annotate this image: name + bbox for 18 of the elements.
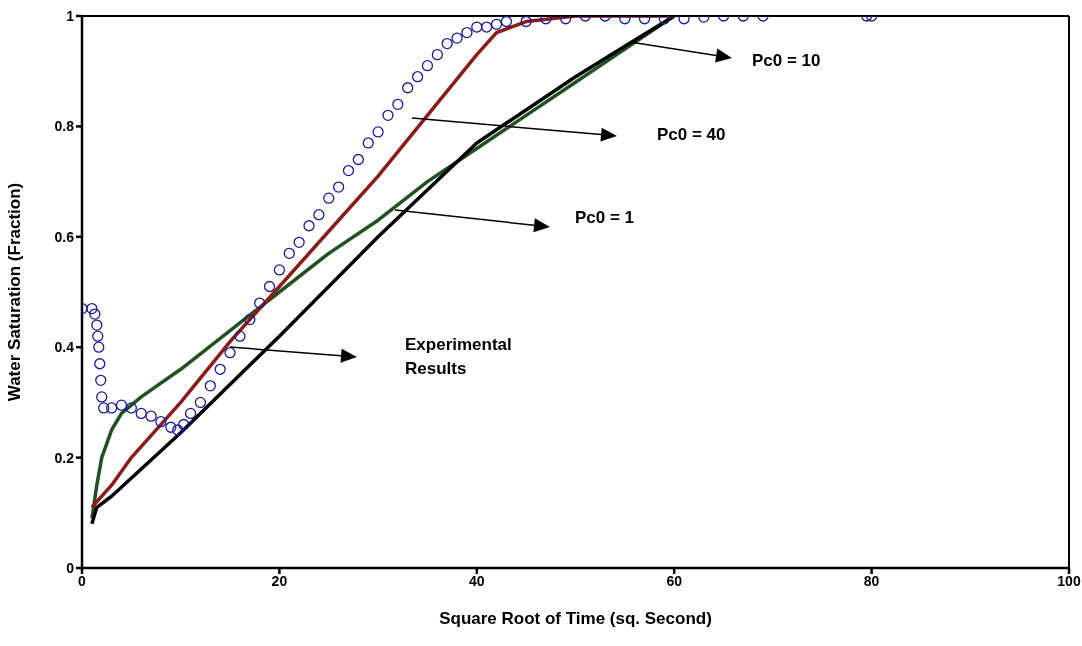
y-tick-label: 0.6: [54, 228, 75, 245]
x-axis-title: Square Root of Time (sq. Second): [439, 609, 712, 628]
annotation: Experimental Results: [405, 335, 512, 378]
annotation: Pc0 = 1: [575, 208, 635, 227]
y-axis-title: Water Saturation (Fraction): [5, 182, 25, 402]
y-tick-label: 0.8: [54, 118, 75, 135]
x-tick-label: 80: [863, 572, 880, 589]
y-tick-label: 0.2: [54, 449, 75, 466]
y-tick-label: 1: [66, 7, 75, 24]
annotation: Pc0 = 40: [657, 125, 726, 144]
x-tick-label: 60: [666, 572, 683, 589]
y-tick-label: 0: [66, 559, 75, 576]
x-tick-label: 100: [1057, 572, 1081, 589]
x-tick-label: 40: [469, 572, 485, 589]
x-tick-label: 0: [78, 572, 87, 589]
annotation: Pc0 = 10: [752, 51, 821, 70]
x-tick-label: 20: [271, 572, 288, 589]
y-tick-label: 0.4: [54, 339, 75, 356]
